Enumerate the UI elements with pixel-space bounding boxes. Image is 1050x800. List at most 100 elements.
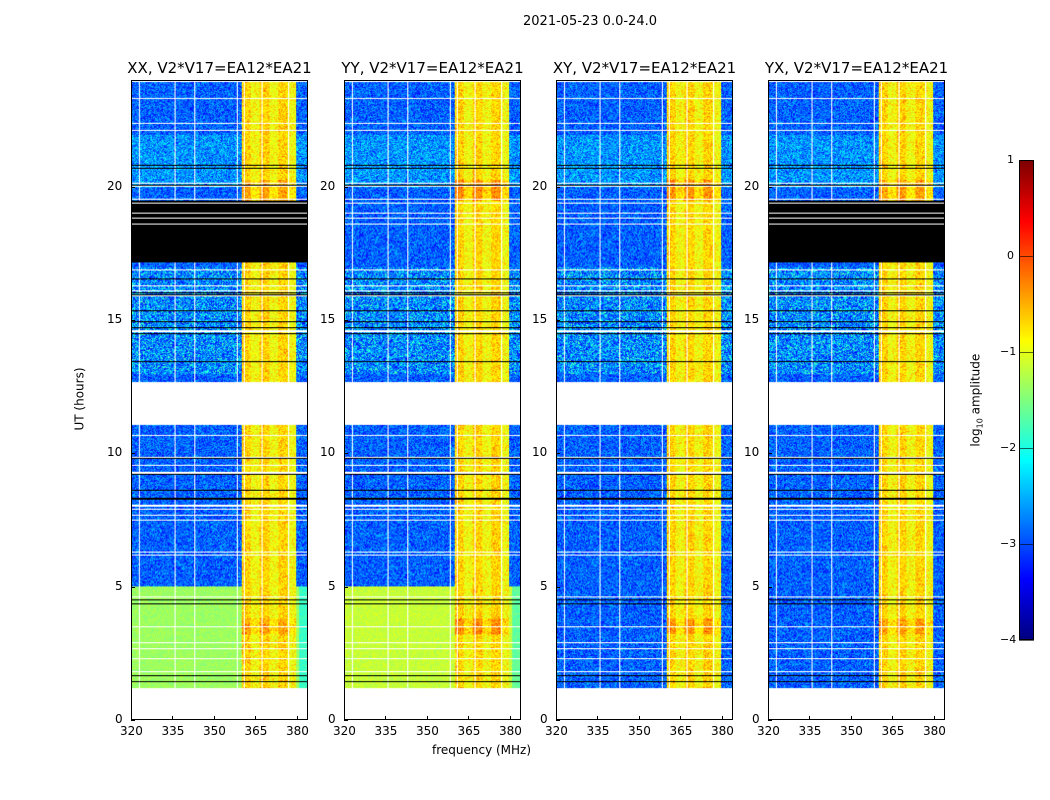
y-tick-label: 0 xyxy=(115,712,123,726)
x-tick-mark xyxy=(721,716,723,720)
panel-title: XX, V2*V17=EA12*EA21 xyxy=(127,59,312,77)
y-tick-mark xyxy=(344,320,348,321)
y-tick-label: 10 xyxy=(107,445,123,460)
y-tick-mark xyxy=(768,586,772,588)
x-tick-mark xyxy=(213,716,215,720)
x-tick-label: 365 xyxy=(669,724,693,738)
y-tick-label: 15 xyxy=(320,312,336,326)
y-tick-mark xyxy=(344,186,348,188)
colorbar-tick-label: −2 xyxy=(1000,441,1017,454)
x-tick-label: 335 xyxy=(798,724,822,738)
y-tick-label: 15 xyxy=(744,312,760,326)
y-tick-label: 15 xyxy=(532,312,548,326)
x-tick-label: 365 xyxy=(881,724,905,738)
x-axis-label: frequency (MHz) xyxy=(432,743,532,757)
x-tick-mark xyxy=(131,716,132,720)
spectrogram-panel-2 xyxy=(344,80,521,720)
y-axis-label: UT (hours) xyxy=(72,367,87,431)
x-tick-mark xyxy=(892,716,894,720)
colorbar-tick-mark xyxy=(1019,352,1034,353)
panel-title: YX, V2*V17=EA12*EA21 xyxy=(764,59,949,77)
y-tick-label: 10 xyxy=(320,445,336,460)
y-tick-label: 20 xyxy=(107,178,123,193)
x-tick-label: 335 xyxy=(374,724,398,738)
x-tick-label: 380 xyxy=(922,724,946,738)
y-tick-mark xyxy=(131,720,135,721)
x-tick-mark xyxy=(172,716,174,720)
x-tick-mark xyxy=(556,716,557,720)
x-tick-mark xyxy=(255,716,257,720)
colorbar-label: log10 amplitude xyxy=(968,353,985,447)
x-tick-mark xyxy=(597,716,599,720)
colorbar-tick-label: 0 xyxy=(1007,249,1014,262)
y-tick-label: 5 xyxy=(752,578,760,593)
y-tick-label: 0 xyxy=(540,712,548,726)
panel-title: YY, V2*V17=EA12*EA21 xyxy=(341,59,524,77)
y-tick-label: 0 xyxy=(752,712,760,726)
x-tick-label: 365 xyxy=(457,724,481,738)
spectrogram-panel-1 xyxy=(131,80,308,720)
x-tick-mark xyxy=(468,716,470,720)
x-tick-mark xyxy=(426,716,428,720)
colorbar-tick-mark xyxy=(1019,544,1034,545)
spectrogram-panel-4 xyxy=(768,80,945,720)
x-tick-label: 350 xyxy=(839,724,863,738)
x-tick-mark xyxy=(296,716,298,720)
y-tick-mark xyxy=(768,720,772,721)
y-tick-label: 5 xyxy=(540,578,548,593)
y-tick-label: 15 xyxy=(107,312,123,326)
y-tick-mark xyxy=(131,320,135,321)
y-tick-mark xyxy=(344,453,348,455)
y-tick-label: 10 xyxy=(532,445,548,460)
y-tick-label: 5 xyxy=(328,578,336,593)
spectrogram-image xyxy=(557,81,732,719)
x-tick-label: 320 xyxy=(545,724,568,738)
x-tick-label: 335 xyxy=(161,724,185,738)
x-tick-mark xyxy=(768,716,769,720)
x-tick-label: 350 xyxy=(627,724,651,738)
y-tick-mark xyxy=(131,586,135,588)
y-tick-label: 10 xyxy=(744,445,760,460)
y-tick-label: 0 xyxy=(328,712,336,726)
figure-title: 2021-05-23 0.0-24.0 xyxy=(523,14,657,29)
colorbar-tick-label: −3 xyxy=(1000,537,1017,550)
y-tick-mark xyxy=(344,586,348,588)
x-tick-label: 350 xyxy=(202,724,226,738)
y-tick-mark xyxy=(556,320,560,321)
x-tick-mark xyxy=(509,716,511,720)
colorbar-tick-label: −4 xyxy=(1000,633,1017,646)
colorbar-tick-label: 1 xyxy=(1007,153,1014,166)
y-tick-mark xyxy=(556,453,560,455)
x-tick-label: 320 xyxy=(120,724,143,738)
y-tick-label: 20 xyxy=(744,178,760,193)
y-tick-label: 20 xyxy=(320,178,336,193)
x-tick-mark xyxy=(638,716,640,720)
panel-title: XY, V2*V17=EA12*EA21 xyxy=(552,59,737,77)
colorbar-tick-mark xyxy=(1019,256,1034,257)
spectrogram-panel-3 xyxy=(556,80,733,720)
y-tick-mark xyxy=(768,186,772,188)
x-tick-label: 380 xyxy=(498,724,522,738)
y-tick-mark xyxy=(131,186,135,188)
y-tick-label: 20 xyxy=(532,178,548,193)
x-tick-label: 350 xyxy=(415,724,439,738)
y-tick-mark xyxy=(768,320,772,321)
y-tick-mark xyxy=(556,720,560,721)
x-tick-label: 380 xyxy=(710,724,734,738)
y-tick-mark xyxy=(131,453,135,455)
spectrogram-image xyxy=(769,81,944,719)
x-tick-label: 335 xyxy=(586,724,610,738)
x-tick-label: 320 xyxy=(333,724,356,738)
x-tick-label: 380 xyxy=(285,724,309,738)
x-tick-mark xyxy=(850,716,852,720)
colorbar-tick-mark xyxy=(1019,448,1034,449)
y-tick-mark xyxy=(556,186,560,188)
spectrogram-image xyxy=(345,81,520,719)
x-tick-mark xyxy=(680,716,682,720)
y-tick-label: 5 xyxy=(115,578,123,593)
y-tick-mark xyxy=(556,586,560,588)
x-tick-mark xyxy=(809,716,811,720)
colorbar-tick-mark xyxy=(1019,640,1034,641)
colorbar-tick-label: −1 xyxy=(1000,345,1017,358)
